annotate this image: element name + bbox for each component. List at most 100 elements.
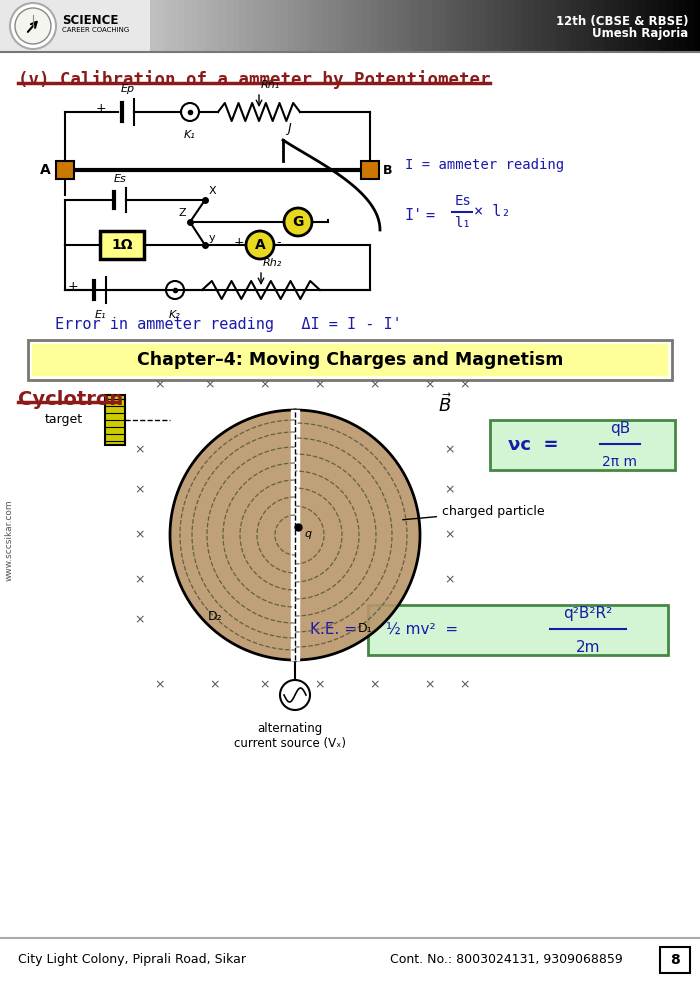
Bar	[673, 0, 680, 52]
Bar	[56, 161, 74, 179]
Bar	[198, 0, 206, 52]
Bar	[446, 0, 454, 52]
Circle shape	[246, 231, 274, 259]
Text: 2m: 2m	[575, 640, 601, 655]
Text: +: +	[233, 237, 244, 249]
Text: X: X	[209, 186, 216, 196]
Text: K₁: K₁	[184, 130, 196, 140]
Bar	[490, 420, 675, 470]
Text: D₂: D₂	[208, 610, 223, 623]
Bar	[239, 0, 247, 52]
Text: ×: ×	[155, 678, 165, 691]
Text: l₁: l₁	[455, 216, 472, 230]
Polygon shape	[170, 410, 295, 660]
Bar	[295, 0, 302, 52]
Text: ×: ×	[134, 614, 146, 627]
Bar	[699, 0, 700, 52]
Polygon shape	[291, 410, 299, 660]
Bar	[32, 344, 668, 376]
Bar	[391, 0, 398, 52]
Bar	[232, 0, 240, 52]
Bar	[452, 0, 461, 52]
Bar	[205, 0, 213, 52]
Text: ×: ×	[204, 378, 216, 391]
Bar	[480, 0, 488, 52]
Text: ×: ×	[134, 573, 146, 586]
Text: 1Ω: 1Ω	[111, 238, 133, 252]
Text: K₂: K₂	[169, 310, 181, 320]
Text: ×: ×	[370, 678, 380, 691]
Text: $\vec{B}$: $\vec{B}$	[438, 394, 452, 417]
Bar	[260, 0, 268, 52]
Text: ×: ×	[134, 444, 146, 456]
Bar	[100, 231, 144, 259]
Text: =: =	[425, 208, 434, 223]
Text: Es: Es	[113, 174, 127, 184]
Text: ½ mv²  =: ½ mv² =	[386, 623, 458, 638]
Bar	[466, 0, 474, 52]
Text: q²B²R²: q²B²R²	[564, 606, 612, 621]
Bar	[288, 0, 295, 52]
Text: CAREER COACHING: CAREER COACHING	[62, 27, 130, 33]
Text: Error in ammeter reading   ΔI = I - I': Error in ammeter reading ΔI = I - I'	[55, 318, 402, 333]
Text: ×: ×	[210, 678, 220, 691]
Bar	[693, 0, 700, 52]
Text: K.E. =: K.E. =	[310, 623, 357, 638]
Bar	[535, 0, 543, 52]
Bar	[660, 947, 690, 973]
Text: ×: ×	[425, 678, 435, 691]
Circle shape	[181, 103, 199, 121]
Bar	[583, 0, 591, 52]
Bar	[508, 0, 515, 52]
Bar	[384, 0, 391, 52]
Text: Z: Z	[178, 208, 186, 218]
Text: ×: ×	[134, 483, 146, 497]
Bar	[459, 0, 468, 52]
Text: B: B	[383, 163, 393, 176]
Bar	[164, 0, 172, 52]
Bar	[184, 0, 192, 52]
Bar	[556, 0, 564, 52]
Bar	[105, 395, 125, 445]
Bar	[563, 0, 570, 52]
Bar	[610, 0, 619, 52]
Text: qB: qB	[610, 421, 630, 436]
Text: D₁: D₁	[358, 622, 372, 635]
Text: ×: ×	[260, 378, 270, 391]
Bar	[322, 0, 330, 52]
Bar	[301, 0, 309, 52]
Text: q: q	[304, 529, 311, 539]
Circle shape	[284, 208, 312, 236]
Bar	[315, 0, 323, 52]
Bar	[500, 0, 508, 52]
Bar	[0, 0, 150, 52]
Circle shape	[10, 3, 56, 49]
Text: E₁: E₁	[94, 310, 106, 320]
Bar	[281, 0, 288, 52]
Bar	[274, 0, 281, 52]
Bar	[522, 0, 529, 52]
Text: Rh₁: Rh₁	[261, 80, 280, 90]
Text: ×: ×	[155, 378, 165, 391]
Bar	[487, 0, 495, 52]
Bar	[603, 0, 612, 52]
Text: ×: ×	[460, 378, 470, 391]
Circle shape	[166, 281, 184, 299]
Bar	[171, 0, 178, 52]
Text: A: A	[41, 163, 51, 177]
Text: charged particle: charged particle	[402, 505, 545, 520]
Text: 2π m: 2π m	[603, 455, 638, 469]
Text: A: A	[255, 238, 265, 252]
Bar	[218, 0, 227, 52]
Bar	[514, 0, 522, 52]
Bar	[28, 340, 672, 380]
Bar	[666, 0, 673, 52]
Bar	[361, 161, 379, 179]
Bar	[150, 0, 158, 52]
Text: ×: ×	[370, 378, 380, 391]
Bar	[405, 0, 412, 52]
Text: target: target	[45, 414, 83, 427]
Bar	[597, 0, 605, 52]
Bar	[542, 0, 550, 52]
Text: Ep: Ep	[121, 84, 135, 94]
